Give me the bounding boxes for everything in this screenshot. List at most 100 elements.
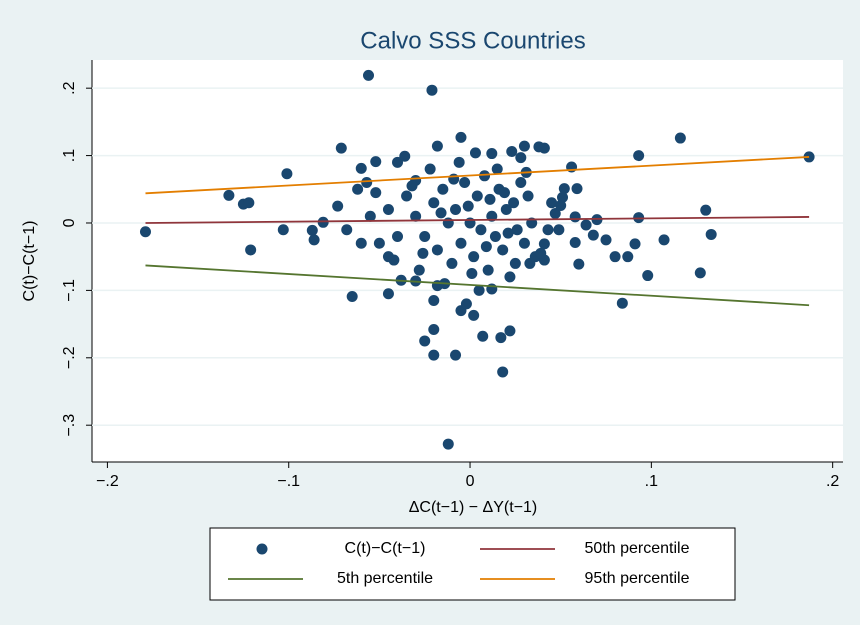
x-axis-title: ΔC(t−1) − ΔY(t−1) (409, 499, 538, 516)
point (511, 224, 523, 236)
point (437, 183, 449, 195)
point (469, 147, 481, 159)
point (555, 199, 567, 211)
y-tick-label: .1 (61, 149, 78, 162)
point (306, 224, 318, 236)
point (419, 335, 431, 347)
legend-label: 5th percentile (337, 570, 433, 587)
point (473, 284, 485, 296)
point (450, 349, 462, 361)
point (442, 438, 454, 450)
y-tick-label: 0 (61, 218, 78, 227)
point (317, 216, 329, 228)
point (498, 187, 510, 199)
point (410, 210, 422, 222)
point (424, 163, 436, 175)
point (484, 193, 496, 205)
point (382, 204, 394, 216)
point (370, 187, 382, 199)
point (332, 200, 344, 212)
point (489, 230, 501, 242)
point (401, 190, 413, 202)
legend-label: C(t)−C(t−1) (345, 540, 426, 557)
point (506, 146, 518, 158)
x-tick-label: .2 (826, 473, 839, 490)
point (674, 132, 686, 144)
point (491, 163, 503, 175)
point (346, 290, 358, 302)
point (658, 234, 670, 246)
legend-marker (256, 543, 268, 555)
point (700, 204, 712, 216)
point (417, 247, 429, 259)
point (243, 197, 255, 209)
point (361, 177, 373, 189)
point (538, 142, 550, 154)
point (355, 162, 367, 174)
legend-label: 95th percentile (585, 570, 690, 587)
y-tick-label: −.3 (61, 414, 78, 437)
point (497, 244, 509, 256)
point (600, 234, 612, 246)
point (281, 168, 293, 180)
plot-area (92, 60, 843, 462)
point (571, 183, 583, 195)
point (392, 156, 404, 168)
point (500, 204, 512, 216)
point (580, 219, 592, 231)
point (277, 224, 289, 236)
point (462, 200, 474, 212)
point (406, 180, 418, 192)
point (522, 190, 534, 202)
point (502, 227, 514, 239)
point (399, 150, 411, 162)
point (308, 234, 320, 246)
x-tick-label: .1 (645, 473, 658, 490)
point (497, 366, 509, 378)
point (509, 257, 521, 269)
point (431, 140, 443, 152)
chart-title: Calvo SSS Countries (360, 27, 585, 54)
point (508, 197, 520, 209)
point (486, 148, 498, 160)
point (382, 288, 394, 300)
y-tick-label: −.1 (61, 279, 78, 302)
point (642, 270, 654, 282)
point (352, 183, 364, 195)
point (442, 217, 454, 229)
point (373, 237, 385, 249)
point (587, 229, 599, 241)
point (392, 230, 404, 242)
point (455, 237, 467, 249)
x-tick-label: −.1 (277, 473, 300, 490)
point (542, 224, 554, 236)
point (428, 197, 440, 209)
point (466, 268, 478, 280)
point (431, 244, 443, 256)
line (145, 264, 810, 307)
line (145, 216, 810, 224)
point (370, 156, 382, 168)
point (139, 226, 151, 238)
point (453, 156, 465, 168)
point (428, 323, 440, 335)
point (355, 237, 367, 249)
point (569, 237, 581, 249)
point (616, 297, 628, 309)
point (364, 210, 376, 222)
point (558, 183, 570, 195)
legend (209, 527, 736, 601)
y-tick-label: .2 (61, 81, 78, 94)
point (538, 238, 550, 250)
point (413, 264, 425, 276)
point (515, 152, 527, 164)
point (504, 325, 516, 337)
point (341, 224, 353, 236)
point (223, 189, 235, 201)
y-tick-label: −.2 (61, 346, 78, 369)
point (450, 204, 462, 216)
point (549, 208, 561, 220)
line (145, 156, 810, 195)
point (426, 84, 438, 96)
point (428, 294, 440, 306)
